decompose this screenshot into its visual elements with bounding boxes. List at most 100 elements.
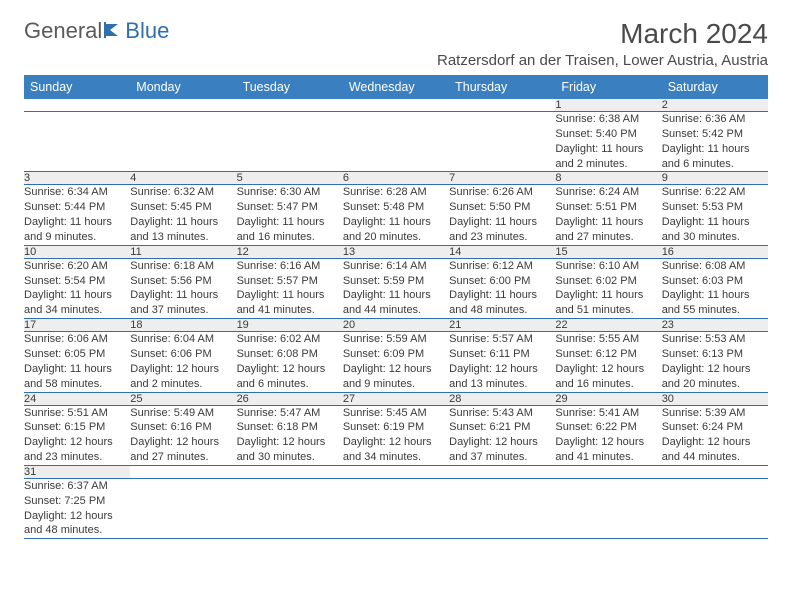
sunrise-text: Sunrise: 6:38 AM (555, 112, 661, 127)
sunset-text: Sunset: 5:50 PM (449, 200, 555, 215)
daylight-text: Daylight: 11 hours and 23 minutes. (449, 215, 555, 245)
day-number-cell: 22 (555, 319, 661, 332)
daylight-text: Daylight: 11 hours and 2 minutes. (555, 142, 661, 172)
sunset-text: Sunset: 5:56 PM (130, 274, 236, 289)
calendar-table: Sunday Monday Tuesday Wednesday Thursday… (24, 75, 768, 539)
sunset-text: Sunset: 5:51 PM (555, 200, 661, 215)
day-detail-row: Sunrise: 5:51 AMSunset: 6:15 PMDaylight:… (24, 405, 768, 465)
sunset-text: Sunset: 6:16 PM (130, 420, 236, 435)
day-detail-cell: Sunrise: 5:55 AMSunset: 6:12 PMDaylight:… (555, 332, 661, 392)
sunrise-text: Sunrise: 5:57 AM (449, 332, 555, 347)
daylight-text: Daylight: 12 hours and 20 minutes. (662, 362, 768, 392)
sunrise-text: Sunrise: 6:22 AM (662, 185, 768, 200)
day-detail-cell: Sunrise: 5:43 AMSunset: 6:21 PMDaylight:… (449, 405, 555, 465)
daylight-text: Daylight: 12 hours and 23 minutes. (24, 435, 130, 465)
sunrise-text: Sunrise: 6:12 AM (449, 259, 555, 274)
day-detail-cell: Sunrise: 5:39 AMSunset: 6:24 PMDaylight:… (662, 405, 768, 465)
sunrise-text: Sunrise: 6:28 AM (343, 185, 449, 200)
logo-text-1: General (24, 18, 102, 44)
sunset-text: Sunset: 5:44 PM (24, 200, 130, 215)
day-detail-cell: Sunrise: 5:41 AMSunset: 6:22 PMDaylight:… (555, 405, 661, 465)
sunrise-text: Sunrise: 6:30 AM (237, 185, 343, 200)
day-detail-cell: Sunrise: 5:57 AMSunset: 6:11 PMDaylight:… (449, 332, 555, 392)
sunset-text: Sunset: 6:18 PM (237, 420, 343, 435)
day-number-row: 3456789 (24, 172, 768, 185)
day-number-cell: 14 (449, 245, 555, 258)
day-number: 7 (449, 172, 455, 184)
daylight-text: Daylight: 12 hours and 6 minutes. (237, 362, 343, 392)
weekday-header: Sunday (24, 75, 130, 99)
day-number-cell: 25 (130, 392, 236, 405)
daylight-text: Daylight: 12 hours and 41 minutes. (555, 435, 661, 465)
sunrise-text: Sunrise: 6:18 AM (130, 259, 236, 274)
day-detail-cell: Sunrise: 5:53 AMSunset: 6:13 PMDaylight:… (662, 332, 768, 392)
day-detail-cell: Sunrise: 6:12 AMSunset: 6:00 PMDaylight:… (449, 258, 555, 318)
day-detail-cell: Sunrise: 5:59 AMSunset: 6:09 PMDaylight:… (343, 332, 449, 392)
day-number: 6 (343, 172, 349, 184)
day-number: 18 (130, 319, 142, 331)
sunset-text: Sunset: 6:02 PM (555, 274, 661, 289)
sunset-text: Sunset: 6:12 PM (555, 347, 661, 362)
day-number-cell: 4 (130, 172, 236, 185)
daylight-text: Daylight: 11 hours and 9 minutes. (24, 215, 130, 245)
day-number: 29 (555, 393, 567, 405)
day-detail-cell: Sunrise: 6:06 AMSunset: 6:05 PMDaylight:… (24, 332, 130, 392)
sunrise-text: Sunrise: 6:32 AM (130, 185, 236, 200)
day-number-cell (662, 465, 768, 478)
day-number: 15 (555, 246, 567, 258)
day-detail-cell: Sunrise: 6:34 AMSunset: 5:44 PMDaylight:… (24, 185, 130, 245)
sunrise-text: Sunrise: 5:53 AM (662, 332, 768, 347)
weekday-header: Monday (130, 75, 236, 99)
day-number-row: 31 (24, 465, 768, 478)
sunrise-text: Sunrise: 6:24 AM (555, 185, 661, 200)
day-detail-row: Sunrise: 6:20 AMSunset: 5:54 PMDaylight:… (24, 258, 768, 318)
sunset-text: Sunset: 6:13 PM (662, 347, 768, 362)
sunrise-text: Sunrise: 6:26 AM (449, 185, 555, 200)
day-number-cell: 26 (237, 392, 343, 405)
day-number: 26 (237, 393, 249, 405)
sunset-text: Sunset: 6:15 PM (24, 420, 130, 435)
weekday-header: Wednesday (343, 75, 449, 99)
day-number-cell: 29 (555, 392, 661, 405)
day-number-cell: 10 (24, 245, 130, 258)
day-number-cell: 23 (662, 319, 768, 332)
day-detail-cell: Sunrise: 6:14 AMSunset: 5:59 PMDaylight:… (343, 258, 449, 318)
day-number-cell (130, 465, 236, 478)
sunrise-text: Sunrise: 5:49 AM (130, 406, 236, 421)
sunrise-text: Sunrise: 5:43 AM (449, 406, 555, 421)
day-number-cell: 6 (343, 172, 449, 185)
daylight-text: Daylight: 11 hours and 58 minutes. (24, 362, 130, 392)
day-number: 9 (662, 172, 668, 184)
sunrise-text: Sunrise: 6:37 AM (24, 479, 130, 494)
day-detail-cell: Sunrise: 5:45 AMSunset: 6:19 PMDaylight:… (343, 405, 449, 465)
day-number: 10 (24, 246, 36, 258)
weekday-header: Saturday (662, 75, 768, 99)
sunrise-text: Sunrise: 6:16 AM (237, 259, 343, 274)
weekday-header: Friday (555, 75, 661, 99)
day-detail-cell: Sunrise: 6:38 AMSunset: 5:40 PMDaylight:… (555, 112, 661, 172)
day-number-row: 24252627282930 (24, 392, 768, 405)
day-detail-cell: Sunrise: 6:20 AMSunset: 5:54 PMDaylight:… (24, 258, 130, 318)
day-number: 12 (237, 246, 249, 258)
day-number-cell: 24 (24, 392, 130, 405)
sunset-text: Sunset: 5:48 PM (343, 200, 449, 215)
day-detail-cell: Sunrise: 6:18 AMSunset: 5:56 PMDaylight:… (130, 258, 236, 318)
daylight-text: Daylight: 11 hours and 20 minutes. (343, 215, 449, 245)
day-number-cell: 19 (237, 319, 343, 332)
day-number: 2 (662, 99, 668, 111)
day-number: 13 (343, 246, 355, 258)
day-number-cell: 12 (237, 245, 343, 258)
day-number: 21 (449, 319, 461, 331)
daylight-text: Daylight: 12 hours and 34 minutes. (343, 435, 449, 465)
daylight-text: Daylight: 11 hours and 41 minutes. (237, 288, 343, 318)
day-number: 4 (130, 172, 136, 184)
sunrise-text: Sunrise: 5:55 AM (555, 332, 661, 347)
day-detail-cell: Sunrise: 6:36 AMSunset: 5:42 PMDaylight:… (662, 112, 768, 172)
month-title: March 2024 (437, 18, 768, 50)
sunset-text: Sunset: 6:00 PM (449, 274, 555, 289)
header: GeneralBlue March 2024 Ratzersdorf an de… (24, 18, 768, 69)
sunrise-text: Sunrise: 6:36 AM (662, 112, 768, 127)
day-number: 28 (449, 393, 461, 405)
day-number-row: 12 (24, 99, 768, 112)
day-detail-cell (24, 112, 130, 172)
